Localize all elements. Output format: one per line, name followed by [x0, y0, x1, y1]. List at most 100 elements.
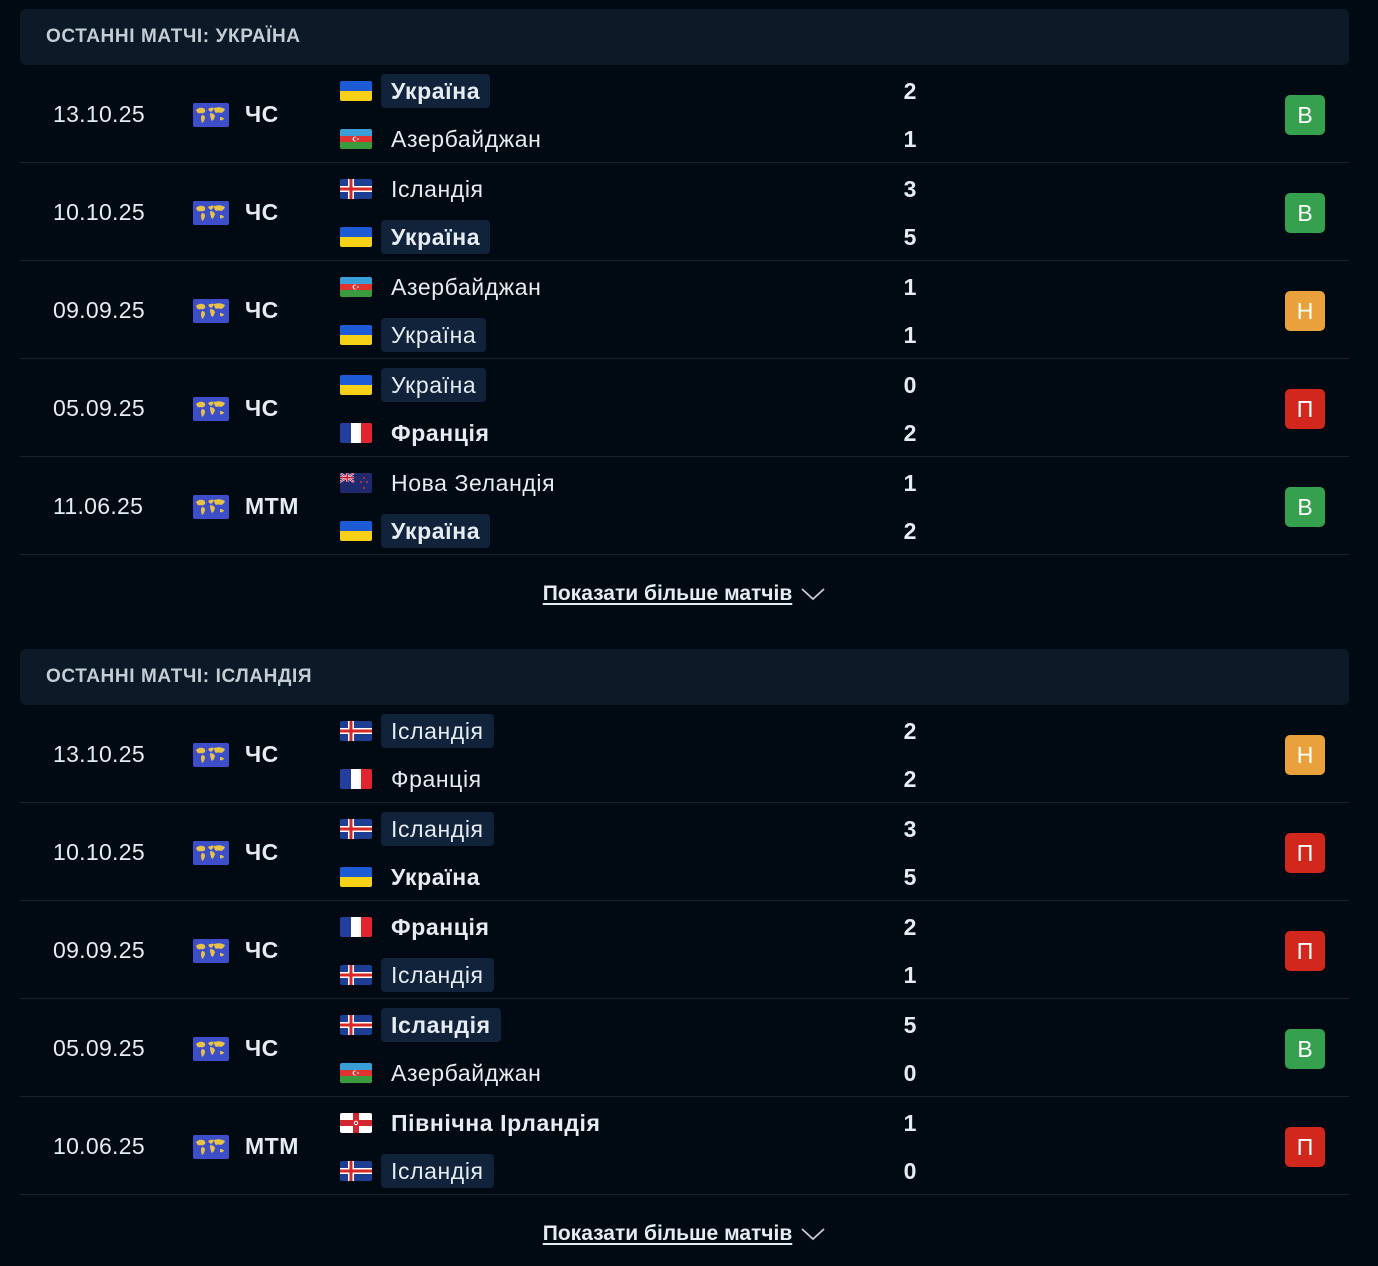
result-badge: П: [1285, 1127, 1325, 1167]
world-map-icon: [193, 201, 229, 225]
home-team: Ісландія: [340, 172, 494, 206]
away-team-name: Ісландія: [381, 958, 494, 992]
home-team: Азербайджан: [340, 270, 551, 304]
competition-label: ЧС: [245, 198, 279, 225]
match-list: 13.10.25 ЧС Україна 2 Азербайджан 1 В 10…: [20, 65, 1349, 555]
match-date: 13.10.25: [53, 100, 145, 127]
show-more-label: Показати більше матчів: [542, 1222, 793, 1245]
iceland-flag-icon: [340, 965, 372, 985]
match-row[interactable]: 10.10.25 ЧС Ісландія 3 Україна 5 П: [20, 803, 1349, 901]
ukraine-flag-icon: [340, 375, 372, 395]
world-map-icon: [193, 299, 229, 323]
away-score: 1: [903, 961, 917, 988]
iceland-flag-icon: [340, 819, 372, 839]
world-map-icon: [193, 743, 229, 767]
away-team: Франція: [340, 762, 492, 796]
result-badge: В: [1285, 95, 1325, 135]
away-score: 2: [903, 419, 917, 446]
home-team-name: Ісландія: [391, 175, 484, 202]
ukraine-flag-icon: [340, 521, 372, 541]
result-badge: П: [1285, 931, 1325, 971]
result-badge: Н: [1285, 291, 1325, 331]
france-flag-icon: [340, 769, 372, 789]
away-team: Азербайджан: [340, 122, 551, 156]
match-row[interactable]: 13.10.25 ЧС Ісландія 2 Франція 2 Н: [20, 705, 1349, 803]
ukraine-flag-icon: [340, 81, 372, 101]
home-score: 2: [903, 717, 917, 744]
home-score: 3: [903, 815, 917, 842]
away-team: Азербайджан: [340, 1056, 551, 1090]
home-team-name: Нова Зеландія: [391, 469, 556, 496]
home-team: Ісландія: [340, 1008, 501, 1042]
competition-label: МТМ: [245, 1132, 299, 1159]
section-title: ОСТАННІ МАТЧІ: УКРАЇНА: [46, 26, 301, 47]
home-score: 2: [903, 913, 917, 940]
section-title: ОСТАННІ МАТЧІ: ІСЛАНДІЯ: [46, 666, 313, 687]
chevron-down-icon: [800, 587, 826, 601]
world-map-icon: [193, 939, 229, 963]
home-team: Україна: [340, 74, 491, 108]
competition-label: ЧС: [245, 1034, 279, 1061]
away-score: 2: [903, 517, 917, 544]
away-team: Україна: [340, 318, 487, 352]
away-score: 2: [903, 765, 917, 792]
match-row[interactable]: 10.10.25 ЧС Ісландія 3 Україна 5 В: [20, 163, 1349, 261]
home-team-name: Ісландія: [381, 714, 494, 748]
match-date: 11.06.25: [53, 492, 144, 519]
show-more-button[interactable]: Показати більше матчів: [20, 1219, 1349, 1249]
away-team-name: Азербайджан: [391, 125, 542, 152]
match-row[interactable]: 09.09.25 ЧС Азербайджан 1 Україна 1 Н: [20, 261, 1349, 359]
result-badge: П: [1285, 389, 1325, 429]
away-team: Ісландія: [340, 958, 494, 992]
home-team-name: Ісландія: [381, 812, 494, 846]
match-date: 10.10.25: [53, 198, 145, 225]
match-row[interactable]: 05.09.25 ЧС Ісландія 5 Азербайджан 0 В: [20, 999, 1349, 1097]
iceland-flag-icon: [340, 1015, 372, 1035]
result-badge: В: [1285, 193, 1325, 233]
home-score: 2: [903, 77, 917, 104]
france-flag-icon: [340, 423, 372, 443]
match-row[interactable]: 11.06.25 МТМ Нова Зеландія 1 Україна 2 В: [20, 457, 1349, 555]
match-date: 05.09.25: [53, 1034, 145, 1061]
result-badge: В: [1285, 1029, 1325, 1069]
match-date: 10.10.25: [53, 838, 145, 865]
home-team-name: Ісландія: [381, 1008, 501, 1042]
away-team: Україна: [340, 220, 491, 254]
iceland-flag-icon: [340, 179, 372, 199]
home-team: Франція: [340, 910, 500, 944]
home-team-name: Україна: [381, 74, 491, 108]
home-team: Україна: [340, 368, 487, 402]
home-team-name: Франція: [391, 913, 490, 940]
new-zealand-flag-icon: [340, 473, 372, 493]
away-score: 5: [903, 863, 917, 890]
show-more-label: Показати більше матчів: [542, 582, 793, 605]
home-score: 3: [903, 175, 917, 202]
iceland-flag-icon: [340, 1161, 372, 1181]
match-date: 10.06.25: [53, 1132, 145, 1159]
home-team-name: Україна: [381, 368, 487, 402]
match-row[interactable]: 05.09.25 ЧС Україна 0 Франція 2 П: [20, 359, 1349, 457]
away-team-name: Україна: [381, 318, 487, 352]
home-team-name: Азербайджан: [391, 273, 542, 300]
match-row[interactable]: 13.10.25 ЧС Україна 2 Азербайджан 1 В: [20, 65, 1349, 163]
away-team: Україна: [340, 860, 490, 894]
competition-label: ЧС: [245, 740, 279, 767]
match-row[interactable]: 10.06.25 МТМ Північна Ірландія 1 Ісланді…: [20, 1097, 1349, 1195]
away-score: 0: [903, 1059, 917, 1086]
away-team-name: Франція: [391, 419, 490, 446]
section-ukraine: ОСТАННІ МАТЧІ: УКРАЇНА 13.10.25 ЧС Украї…: [20, 9, 1349, 605]
away-team-name: Україна: [381, 220, 491, 254]
home-team-name: Північна Ірландія: [391, 1109, 601, 1136]
france-flag-icon: [340, 917, 372, 937]
show-more-button[interactable]: Показати більше матчів: [20, 579, 1349, 609]
chevron-down-icon: [800, 1227, 826, 1241]
away-score: 0: [903, 1157, 917, 1184]
away-team: Україна: [340, 514, 491, 548]
azerbaijan-flag-icon: [340, 1063, 372, 1083]
match-date: 09.09.25: [53, 296, 145, 323]
match-row[interactable]: 09.09.25 ЧС Франція 2 Ісландія 1 П: [20, 901, 1349, 999]
ukraine-flag-icon: [340, 227, 372, 247]
result-badge: Н: [1285, 735, 1325, 775]
away-score: 5: [903, 223, 917, 250]
iceland-flag-icon: [340, 721, 372, 741]
